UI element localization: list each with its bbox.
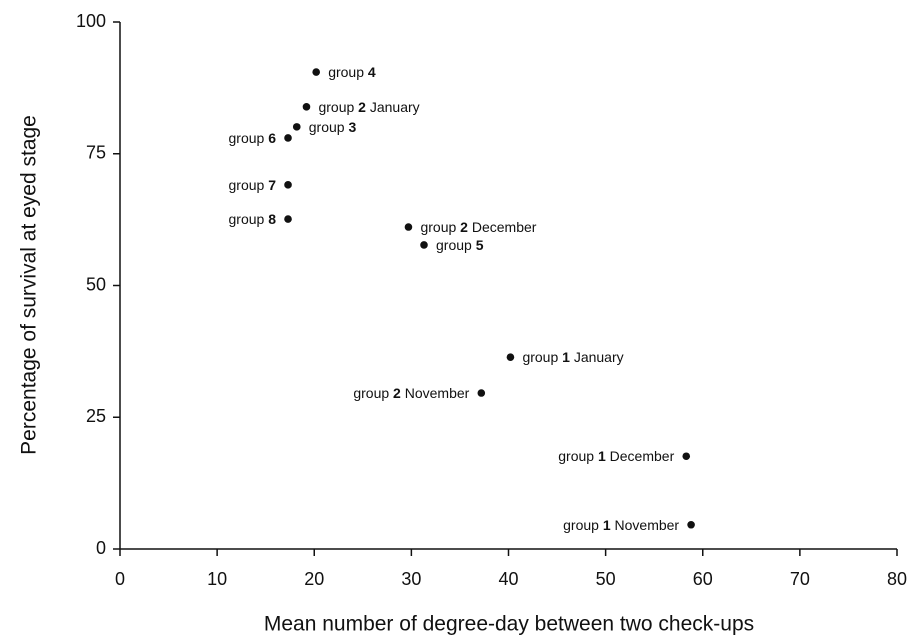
- point-label: group 3: [309, 119, 357, 135]
- x-tick-label: 0: [115, 569, 125, 589]
- point: [420, 241, 428, 249]
- point: [682, 452, 691, 461]
- y-tick-label: 100: [76, 11, 106, 31]
- y-tick-label: 25: [86, 406, 106, 426]
- point-label: group 1 January: [522, 349, 623, 365]
- point: [292, 123, 301, 131]
- point: [312, 68, 320, 76]
- x-tick-label: 70: [790, 569, 810, 589]
- x-tick-label: 30: [401, 569, 421, 589]
- y-tick-label: 75: [86, 143, 106, 163]
- point: [284, 181, 292, 189]
- point-label: group 6: [229, 130, 277, 146]
- point: [302, 103, 311, 111]
- point-label: group 1 November: [563, 516, 679, 532]
- point: [404, 223, 413, 231]
- x-tick-label: 40: [498, 569, 518, 589]
- x-axis-title: Mean number of degree-day between two ch…: [264, 613, 754, 636]
- point-label: group 2 December: [420, 219, 536, 235]
- point-label: group 2 November: [353, 385, 469, 401]
- point: [477, 389, 486, 397]
- x-tick-label: 20: [304, 569, 324, 589]
- x-tick-label: 10: [207, 569, 227, 589]
- point-label: group 1 December: [558, 448, 674, 464]
- point: [687, 520, 695, 529]
- point-label: group 2 January: [318, 99, 419, 115]
- point: [284, 215, 292, 223]
- point-label: group 8: [229, 211, 277, 227]
- x-tick-label: 80: [887, 569, 907, 589]
- x-tick-label: 50: [596, 569, 616, 589]
- x-tick-label: 60: [693, 569, 713, 589]
- y-tick-label: 0: [96, 538, 106, 558]
- point-label: group 5: [436, 237, 484, 253]
- y-tick-label: 50: [86, 274, 106, 294]
- point: [284, 134, 292, 142]
- point-label: group 7: [229, 177, 277, 193]
- point: [506, 353, 515, 361]
- point-label: group 4: [328, 64, 376, 80]
- y-axis-title: Percentage of survival at eyed stage: [18, 115, 41, 455]
